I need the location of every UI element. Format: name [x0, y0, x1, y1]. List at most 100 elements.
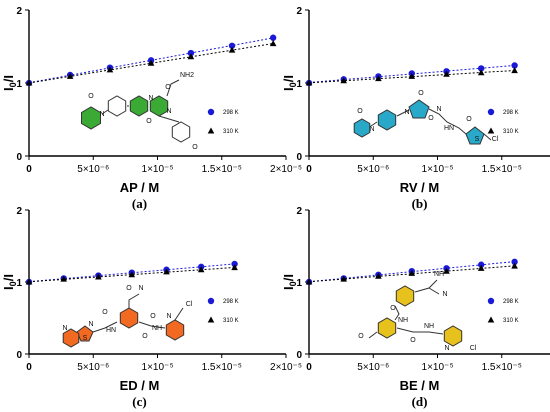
ring — [353, 118, 371, 138]
ring — [62, 328, 80, 348]
y-tick-label: 0 — [16, 152, 22, 163]
data-point-310k — [60, 275, 67, 282]
chart-panel-3: 0 1 2 0 5×10⁻⁶ 1×10⁻⁵ 1.5×10⁻⁵ 2×10⁻⁵ ED / M I0/I… — [1, 206, 302, 409]
data-point-310k — [163, 268, 170, 275]
chart-panel-1: 0 1 2 0 5×10⁻⁶ 1×10⁻⁵ 1.5×10⁻⁵ 2×10⁻⁵ AP / M I0/I… — [1, 6, 302, 211]
data-point-298k — [511, 258, 518, 266]
atom-label: O — [418, 90, 424, 97]
data-point-310k — [25, 278, 33, 285]
atom-label: N — [444, 345, 449, 352]
atom-label: NH — [424, 323, 434, 330]
y-tick-label: 1 — [296, 278, 302, 289]
data-point-310k — [375, 75, 382, 82]
atom-label: NH2 — [180, 72, 194, 79]
ring — [165, 319, 185, 341]
atom-label: O — [142, 333, 148, 340]
legend-marker — [207, 108, 215, 116]
data-point-310k — [95, 273, 102, 280]
x-tick-label: 1×10⁻⁵ — [422, 362, 454, 373]
data-point-310k — [187, 53, 195, 60]
data-point-310k — [231, 264, 238, 271]
ring — [171, 121, 191, 143]
molecule-structure: O N O N N NH2 O O — [81, 72, 198, 151]
x-tick-label: 2×10⁻⁵ — [270, 362, 302, 373]
y-tick-label: 2 — [296, 6, 302, 17]
atom-label: S — [83, 335, 88, 342]
data-point-310k — [228, 46, 236, 53]
atom-label: N — [166, 108, 171, 115]
x-tick-label: 5×10⁻⁶ — [357, 164, 389, 175]
ring — [129, 95, 149, 117]
legend-marker — [207, 127, 215, 134]
atom-label: O — [146, 118, 152, 125]
y-tick-label: 1 — [16, 278, 22, 289]
atom-label: N — [436, 106, 441, 113]
atom-label: O — [150, 313, 156, 320]
x-tick-label: 0 — [26, 362, 32, 373]
panel-label: (c) — [132, 394, 146, 409]
data-point-310k — [305, 278, 313, 285]
legend-marker — [487, 297, 495, 305]
legend-marker — [487, 127, 495, 134]
atom-label: Cl — [186, 301, 193, 308]
y-axis-title: I0/I — [1, 75, 18, 91]
x-tick-label: 0 — [306, 164, 312, 175]
data-point-298k — [228, 42, 236, 49]
atom-label: O — [358, 333, 364, 340]
data-point-310k — [477, 264, 485, 271]
x-tick-label: 1×10⁻⁵ — [422, 164, 454, 175]
atom-label: N — [99, 111, 104, 118]
bonds — [92, 293, 184, 333]
legend-label: 298 K — [223, 299, 239, 305]
data-point-310k — [443, 70, 450, 77]
x-tick-label: 1.5×10⁻⁵ — [482, 362, 522, 373]
atom-label: N — [369, 126, 374, 133]
ring — [395, 285, 415, 307]
x-axis-title: BE / M — [400, 378, 440, 393]
atom-label: O — [428, 115, 434, 122]
x-tick-label: 5×10⁻⁶ — [357, 362, 389, 373]
x-axis-title: RV / M — [400, 180, 440, 195]
y-tick-label: 0 — [296, 152, 302, 163]
atom-label: HN — [444, 125, 454, 132]
x-tick-label: 1.5×10⁻⁵ — [202, 362, 242, 373]
atom-label: O — [165, 84, 171, 91]
legend-marker — [207, 316, 215, 323]
y-tick-label: 0 — [296, 350, 302, 361]
data-point-298k — [511, 62, 518, 69]
atom-label: O — [466, 116, 472, 123]
atom-label: HN — [106, 327, 116, 334]
atom-label: O — [102, 309, 108, 316]
ring — [408, 99, 430, 119]
bonds — [101, 79, 180, 123]
ring — [443, 325, 463, 347]
legend-label: 298 K — [223, 110, 239, 116]
atom-label: N — [442, 291, 447, 298]
x-tick-label: 1×10⁻⁵ — [142, 362, 174, 373]
data-point-298k — [187, 49, 195, 57]
y-axis-title: I0/I — [1, 274, 18, 290]
bonds — [370, 108, 492, 141]
x-tick-label: 5×10⁻⁶ — [77, 164, 109, 175]
atom-label: Cl — [492, 136, 499, 143]
legend-marker — [487, 316, 495, 323]
atom-label: Cl — [470, 345, 477, 352]
x-tick-label: 1.5×10⁻⁵ — [202, 164, 242, 175]
data-point-310k — [477, 69, 485, 76]
legend-label: 298 K — [503, 110, 519, 116]
y-tick-label: 2 — [16, 6, 22, 17]
y-tick-label: 2 — [296, 206, 302, 217]
data-point-310k — [340, 275, 347, 282]
legend-label: 310 K — [503, 129, 519, 135]
data-point-310k — [511, 262, 518, 269]
atom-label: NH — [152, 325, 162, 332]
atom-label: O — [126, 285, 132, 292]
atom-label: N — [138, 285, 143, 292]
atom-label: O — [88, 93, 94, 100]
atom-label: O — [357, 108, 363, 115]
panel-label: (a) — [132, 196, 147, 211]
